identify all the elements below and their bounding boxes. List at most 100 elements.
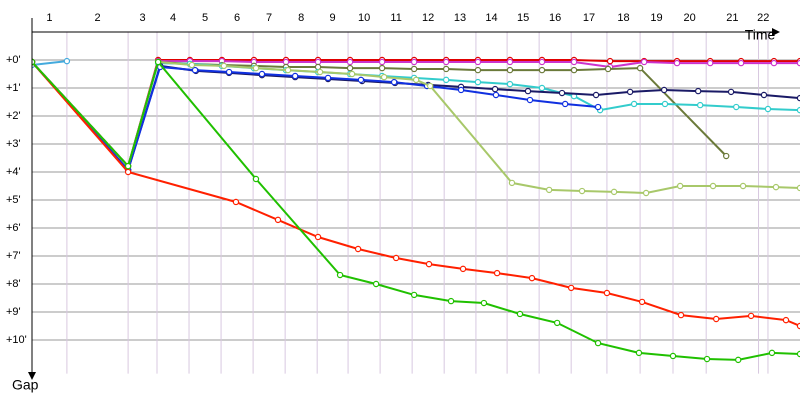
x-tick-label: 3: [139, 12, 145, 24]
data-point: [592, 91, 600, 99]
data-point: [661, 100, 669, 108]
data-point: [796, 322, 800, 330]
data-point: [796, 59, 800, 67]
data-point: [506, 80, 514, 88]
x-axis-arrow: [772, 28, 780, 36]
data-point: [712, 315, 720, 323]
data-point: [314, 63, 322, 71]
x-tick-label: 21: [726, 12, 738, 24]
data-point: [638, 298, 646, 306]
data-point: [764, 105, 772, 113]
data-point: [425, 260, 433, 268]
data-point: [796, 106, 800, 114]
data-point: [782, 316, 790, 324]
data-point: [524, 87, 532, 95]
x-tick-label: 16: [549, 12, 561, 24]
data-point: [772, 183, 780, 191]
data-point: [188, 61, 196, 69]
x-tick-label: 12: [422, 12, 434, 24]
data-point: [538, 66, 546, 74]
data-point: [696, 101, 704, 109]
data-point: [474, 58, 482, 66]
data-point: [570, 58, 578, 66]
data-point: [346, 58, 354, 66]
data-point: [694, 87, 702, 95]
data-point: [770, 59, 778, 67]
data-point: [610, 188, 618, 196]
data-point: [442, 76, 450, 84]
data-point: [677, 311, 685, 319]
data-point: [506, 58, 514, 66]
x-tick-label: 9: [330, 12, 336, 24]
data-point: [282, 58, 290, 66]
y-tick-label: +9': [6, 306, 21, 318]
data-point: [380, 73, 388, 81]
data-point: [154, 58, 162, 66]
y-tick-label: +0': [6, 54, 21, 66]
data-point: [737, 59, 745, 67]
data-point: [723, 152, 730, 160]
data-point: [604, 65, 612, 73]
data-point: [426, 82, 434, 90]
data-point: [410, 58, 418, 66]
data-point: [538, 84, 546, 92]
y-tick-label: +8': [6, 278, 21, 290]
data-point: [480, 299, 488, 307]
x-tick-label: 2: [94, 12, 100, 24]
x-tick-label: 15: [517, 12, 529, 24]
x-tick-label: 1: [46, 12, 52, 24]
data-point: [768, 349, 776, 357]
y-tick-label: +1': [6, 82, 21, 94]
series-line: [32, 59, 800, 361]
data-point: [594, 103, 602, 111]
data-point: [32, 58, 36, 66]
data-point: [324, 74, 332, 82]
data-point: [796, 184, 800, 192]
data-point: [528, 274, 536, 282]
data-point: [673, 59, 681, 67]
data-point: [258, 70, 266, 78]
data-point: [709, 182, 717, 190]
data-point: [733, 103, 740, 111]
data-point: [346, 64, 354, 72]
data-point: [284, 66, 292, 74]
data-point: [630, 100, 638, 108]
x-tick-label: 18: [617, 12, 629, 24]
data-point: [63, 57, 71, 65]
series-line: [32, 61, 599, 172]
data-point: [191, 66, 199, 74]
data-point: [412, 76, 420, 84]
data-point: [735, 356, 742, 364]
data-point: [410, 65, 418, 73]
x-tick-label: 22: [757, 12, 769, 24]
x-tick-label: 8: [298, 12, 304, 24]
data-point: [372, 280, 380, 288]
series-line: [32, 60, 68, 66]
data-point: [669, 352, 677, 360]
data-point: [578, 187, 586, 195]
y-axis-arrow: [28, 372, 36, 380]
data-point: [567, 284, 575, 292]
data-point: [603, 289, 611, 297]
data-point: [252, 64, 260, 72]
y-axis-title: Gap: [12, 377, 39, 393]
x-tick-label: 13: [454, 12, 466, 24]
x-tick-label: 10: [358, 12, 370, 24]
data-point: [635, 349, 643, 357]
data-point: [760, 91, 768, 99]
data-point: [220, 62, 228, 70]
data-point: [676, 182, 684, 190]
data-point: [739, 182, 747, 190]
data-point: [506, 66, 514, 74]
series-layer: [32, 56, 800, 364]
y-tick-label: +3': [6, 138, 21, 150]
data-point: [640, 58, 648, 66]
data-point: [553, 319, 561, 327]
x-tick-label: 19: [650, 12, 662, 24]
x-tick-label: 11: [390, 12, 401, 24]
data-point: [442, 58, 450, 66]
data-point: [706, 59, 714, 67]
data-point: [274, 216, 282, 224]
data-point: [561, 100, 569, 108]
